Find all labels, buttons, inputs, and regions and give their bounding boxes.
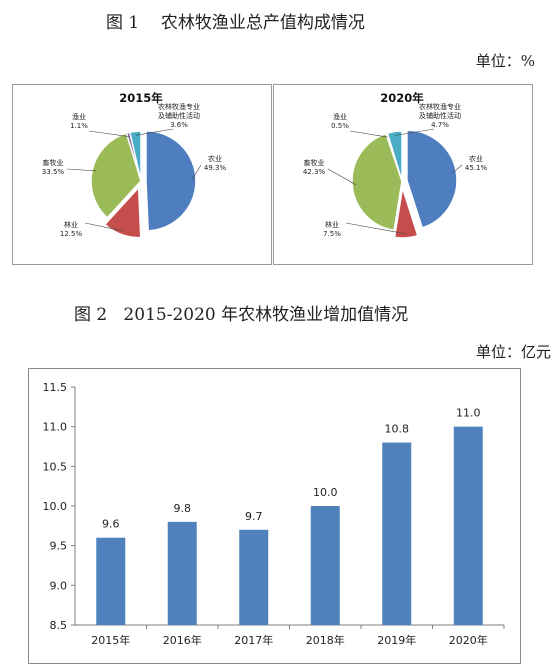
x-tick-label: 2017年 [234,633,273,647]
y-tick-label: 11.0 [43,421,68,434]
pie-leader-line [452,164,463,174]
bar [453,426,483,625]
bar-value-label: 9.8 [174,502,192,515]
bar-value-label: 10.0 [313,486,338,499]
pie-label-services: 及辅助性活动 [419,111,461,120]
bar-value-label: 11.0 [456,407,481,420]
x-tick-label: 2020年 [449,633,488,647]
pie-value-label-husbandry: 33.5% [42,168,65,176]
pie-leader-line [345,222,407,235]
pie-value-label-husbandry: 42.3% [303,168,326,176]
pie-value-label-services: 4.7% [431,121,449,129]
x-tick-label: 2015年 [91,633,130,647]
pie-label-husbandry: 畜牧业 [304,158,325,167]
bar [239,529,269,625]
bar-value-label: 9.7 [245,510,263,523]
pie-slice-services [128,130,142,182]
pie-title: 2020年 [380,91,424,105]
pie-value-label-forestry: 7.5% [323,230,341,238]
y-tick-label: 10.0 [43,500,68,513]
pie-value-label-forestry: 12.5% [60,230,83,238]
pie-leader-line [66,168,97,172]
pie-slice-forestry [393,187,419,239]
bar-value-label: 9.6 [102,518,120,531]
figure2-title: 图 2 2015-2020 年农林牧渔业增加值情况 [74,305,409,325]
pie-leader-line [327,168,357,186]
y-tick-label: 9.5 [50,540,68,553]
pie-slice-husbandry [90,132,142,219]
x-tick-label: 2016年 [163,633,202,647]
pie-label-agriculture: 农业 [208,154,222,163]
pie-leader-line [191,164,202,181]
y-tick-label: 10.5 [43,460,68,473]
bar [382,442,412,625]
pie-panel-2020: 2020年农业 45.1% 林业 7.5% 畜牧业 42.3% 渔业 0.5% 农林牧渔专业 及辅… [273,84,533,265]
pie-label-fishery: 渔业 [333,112,347,121]
figure1-unit: 单位：% [475,52,535,70]
pie-label-forestry: 林业 [325,220,339,229]
pie-label-forestry: 林业 [64,220,78,229]
pie-label-agriculture: 农业 [469,154,483,163]
figure1-title: 图 1 农林牧渔业总产值构成情况 [106,13,365,33]
x-tick-label: 2018年 [306,633,345,647]
pie-value-label-fishery: 0.5% [331,122,349,130]
bar [167,521,197,625]
y-tick-label: 9.0 [50,579,68,592]
bar [310,506,340,625]
pie-slice-husbandry [351,132,403,232]
pie-value-label-agriculture: 45.1% [465,164,488,172]
pie-slice-agriculture [145,130,197,232]
pie-label-husbandry: 畜牧业 [43,158,64,167]
pie-value-label-fishery: 1.1% [70,122,88,130]
pie-value-label-services: 3.6% [170,121,188,129]
pie-leader-line [395,128,435,136]
pie-leader-line [84,222,123,232]
pie-label-services: 农林牧渔专业 [419,102,461,111]
pie-slice-forestry [103,185,142,239]
bar-chart: 8.5 9.0 9.5 10.0 10.5 11.0 11.5 9.6 2015年 9.8 2016… [43,381,505,647]
pie-slice-services [386,130,403,182]
pie-label-services: 及辅助性活动 [158,111,200,120]
bar-panel: 8.5 9.0 9.5 10.0 10.5 11.0 11.5 9.6 2015年 9.8 2016… [28,368,521,664]
bar [96,537,126,625]
y-tick-label: 8.5 [50,619,68,632]
pie-label-services: 农林牧渔专业 [158,102,200,111]
pie-slice-agriculture [406,129,458,229]
pie-leader-line [88,130,130,137]
pie-label-fishery: 渔业 [72,112,86,121]
pie-title: 2015年 [119,91,163,105]
pie-leader-line [135,128,174,136]
pie-leader-line [349,130,388,138]
figure2-unit: 单位：亿元 [475,343,551,361]
pie-value-label-agriculture: 49.3% [204,164,227,172]
x-tick-label: 2019年 [377,633,416,647]
y-tick-label: 11.5 [43,381,68,394]
bar-value-label: 10.8 [385,423,410,436]
pie-panel-2015: 2015年农业 49.3% 林业 12.5% 畜牧业 33.5% 渔业 1.1% 农林牧渔专业及… [12,84,272,265]
